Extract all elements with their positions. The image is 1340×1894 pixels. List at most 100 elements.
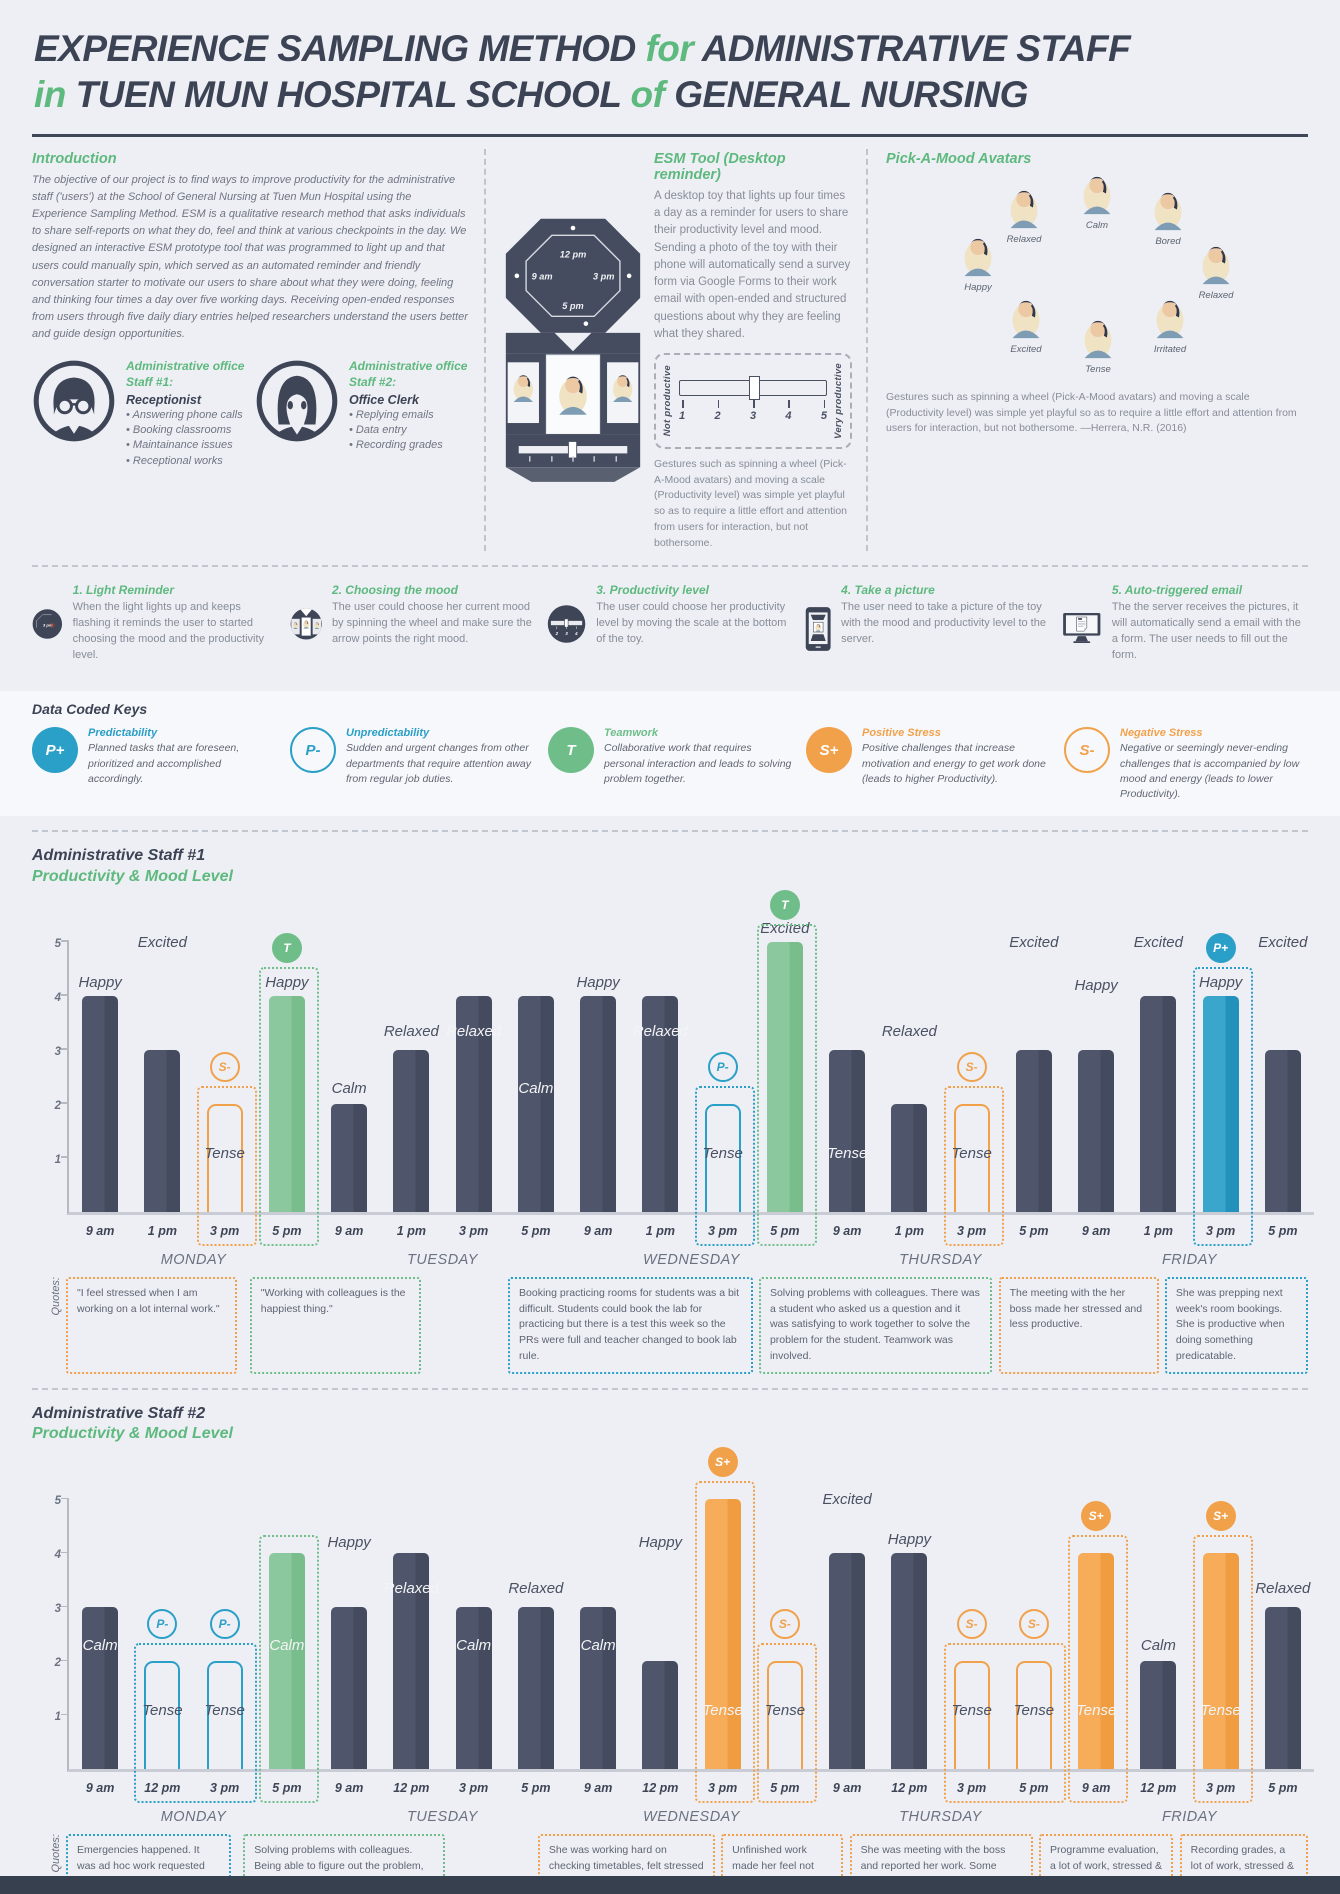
step-3: 2 3 4 3. Productivity level The user cou… — [547, 581, 793, 677]
y-tick: 1 — [54, 1711, 61, 1724]
mood-label: Happy — [265, 973, 309, 991]
mood-label: Calm — [518, 1079, 554, 1097]
pick-a-mood-note: Gestures such as spinning a wheel (Pick-… — [886, 390, 1297, 435]
scale-bar — [679, 375, 827, 400]
duty-item: Data entry — [349, 423, 467, 438]
svg-text:3 pm: 3 pm — [43, 623, 53, 628]
s-plus-icon: S+ — [806, 727, 852, 774]
bar-thursday-12pm — [891, 1553, 928, 1770]
bar-tuesday-1pm — [393, 1049, 430, 1212]
bar-friday-9am — [1078, 1049, 1115, 1212]
time-label: 3 pm — [459, 1781, 489, 1796]
time-label: 12 pm — [144, 1781, 181, 1796]
data-keys-heading: Data Coded Keys — [32, 701, 148, 718]
time-label: 5 pm — [521, 1781, 551, 1796]
mood-label: Tense — [702, 1144, 743, 1162]
chart-2-subtitle: Productivity & Mood Level — [32, 1425, 233, 1443]
step-2-title: 2. Choosing the mood — [331, 583, 458, 598]
time-label: 5 pm — [521, 1223, 551, 1238]
mood-label: Relaxed — [383, 1580, 439, 1598]
y-tick-mark — [61, 1048, 69, 1050]
mood-label: Excited — [760, 919, 810, 937]
step-4: 4. Take a picture The user need to take … — [805, 581, 1051, 677]
person-icon — [1150, 188, 1186, 231]
office-clerk-avatar — [256, 360, 338, 442]
svg-text:4: 4 — [574, 631, 578, 636]
mood-label: Excited — [1009, 933, 1059, 951]
time-label: 5 pm — [770, 1781, 800, 1796]
mood-avatar-irritated: Irritated — [1139, 296, 1201, 355]
scale-label-left: Not productive — [662, 365, 673, 437]
step-1: 3 pm 1. Light Reminder When the light li… — [32, 581, 278, 677]
code-icon-S+: S+ — [1081, 1501, 1112, 1532]
duty-item: Booking classrooms — [126, 423, 244, 438]
quotes-row-1: "I feel stressed when I am working on a … — [66, 1276, 1308, 1374]
y-tick: 5 — [54, 937, 61, 950]
mood-label: Relaxed — [446, 1023, 502, 1041]
mood-label: Excited — [822, 1491, 872, 1509]
code-icon-P-: P- — [707, 1051, 738, 1082]
y-tick: 4 — [54, 1549, 61, 1562]
y-tick: 3 — [54, 1603, 61, 1616]
time-label: 9 am — [1081, 1781, 1111, 1796]
staff-1-role: Receptionist — [126, 392, 202, 407]
mood-avatar-excited: Excited — [995, 296, 1057, 355]
mood-label: Tense — [702, 1701, 743, 1719]
bar-tuesday-3pm — [455, 1607, 492, 1770]
intro-heading: Introduction — [32, 150, 117, 167]
step-1-title: 1. Light Reminder — [72, 583, 174, 598]
duty-item: Recording grades — [349, 438, 467, 453]
day-label: MONDAY — [160, 1251, 227, 1268]
step-3-title: 3. Productivity level — [596, 583, 709, 598]
mood-label: Tense — [1013, 1701, 1055, 1719]
bottom-bar — [0, 1876, 1340, 1894]
time-label: 1 pm — [147, 1223, 177, 1238]
time-label: 12 pm — [393, 1781, 430, 1796]
staff-2-duties: Replying emails Data entry Recording gra… — [349, 408, 467, 454]
time-label: 12 pm — [891, 1781, 928, 1796]
bar-wednesday-5pm — [766, 941, 803, 1212]
mood-label: Tense — [204, 1701, 245, 1719]
time-label: 9 am — [334, 1781, 364, 1796]
plot-area-1: 1 2 3 4 5 Happy 9 am Excited 1 pm Tense 3 pm S- Happ… — [55, 889, 1314, 1268]
receptionist-avatar — [33, 360, 115, 442]
code-icon-S+: S+ — [1205, 1501, 1236, 1532]
mood-label: Relaxed — [508, 1580, 564, 1598]
bar-friday-5pm — [1264, 1607, 1301, 1770]
time-label: 5 pm — [770, 1223, 800, 1238]
bar-thursday-3pm — [953, 1103, 990, 1212]
esm-toy-illustration: 12 pm 9 am 3 pm 5 pm — [505, 218, 641, 482]
esm-body: A desktop toy that lights up four times … — [654, 189, 851, 340]
mood-label: Happy — [887, 1531, 932, 1549]
y-tick: 2 — [54, 1657, 61, 1670]
toy-time-12pm: 12 pm — [560, 249, 587, 259]
y-tick-mark — [61, 940, 69, 942]
toy-time-3pm: 3 pm — [593, 271, 614, 281]
bar-thursday-5pm — [1015, 1661, 1052, 1770]
y-tick-mark — [61, 1659, 69, 1662]
bar-tuesday-5pm — [517, 995, 554, 1212]
key-negative-stress: S- Negative Stress Negative or seemingly … — [1064, 727, 1308, 802]
time-label: 5 pm — [1268, 1223, 1298, 1238]
quote-box: "I feel stressed when I am working on a … — [66, 1276, 238, 1374]
bar-tuesday-12pm — [393, 1553, 430, 1770]
bar-tuesday-5pm — [517, 1607, 554, 1770]
section-divider — [32, 565, 1308, 568]
key-teamwork: T Teamwork Collaborative work that requir… — [548, 727, 792, 802]
quote-box: Booking practicing rooms for students wa… — [508, 1276, 753, 1374]
time-label: 9 am — [85, 1223, 115, 1238]
esm-tool-column: 12 pm 9 am 3 pm 5 pm — [484, 148, 866, 552]
time-label: 1 pm — [894, 1223, 924, 1238]
chart-staff-2: Administrative Staff #2 Productivity & M… — [32, 1404, 1314, 1894]
duty-item: Receptional works — [126, 454, 244, 469]
person-icon — [1152, 296, 1188, 339]
chart-1-subtitle: Productivity & Mood Level — [32, 868, 233, 886]
time-label: 9 am — [832, 1223, 862, 1238]
mood-label: Tense — [1075, 1701, 1117, 1719]
time-label: 3 pm — [1206, 1781, 1236, 1796]
section-divider — [32, 830, 1308, 833]
bar-monday-9am — [82, 1607, 119, 1770]
y-tick-mark — [61, 994, 69, 996]
